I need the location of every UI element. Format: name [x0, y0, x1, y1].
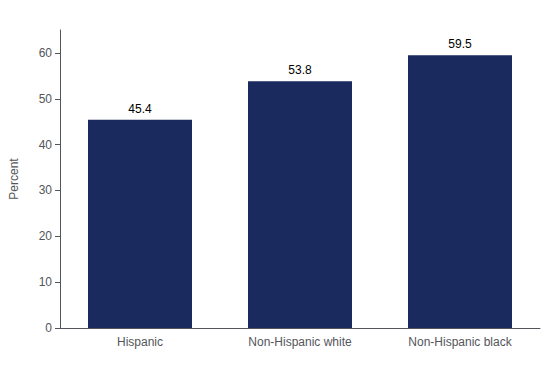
svg-text:45.4: 45.4: [128, 102, 152, 116]
svg-text:20: 20: [39, 229, 53, 243]
svg-text:59.5: 59.5: [448, 37, 472, 51]
svg-text:10: 10: [39, 275, 53, 289]
svg-text:Non-Hispanic white: Non-Hispanic white: [248, 335, 352, 349]
svg-text:50: 50: [39, 92, 53, 106]
svg-text:60: 60: [39, 46, 53, 60]
svg-text:Percent: Percent: [7, 158, 21, 200]
svg-text:Hispanic: Hispanic: [117, 335, 163, 349]
svg-text:30: 30: [39, 183, 53, 197]
svg-text:Non-Hispanic black: Non-Hispanic black: [408, 335, 512, 349]
svg-text:40: 40: [39, 138, 53, 152]
svg-text:0: 0: [45, 321, 52, 335]
svg-text:53.8: 53.8: [288, 63, 312, 77]
